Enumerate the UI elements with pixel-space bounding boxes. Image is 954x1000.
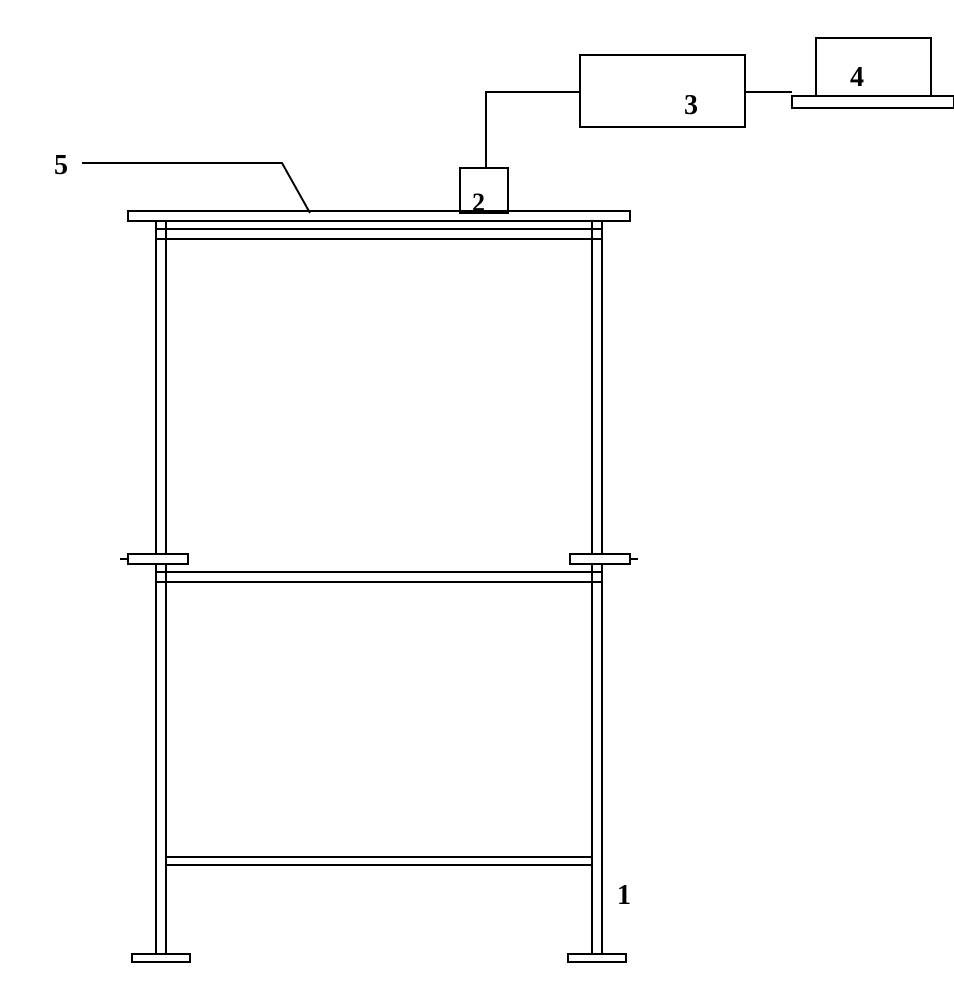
label-4: 4 [850,62,864,94]
label-5: 5 [54,150,68,182]
label-2: 2 [472,188,485,218]
label-3: 3 [684,90,698,122]
diagram-canvas [0,0,954,1000]
label-1: 1 [617,880,631,912]
